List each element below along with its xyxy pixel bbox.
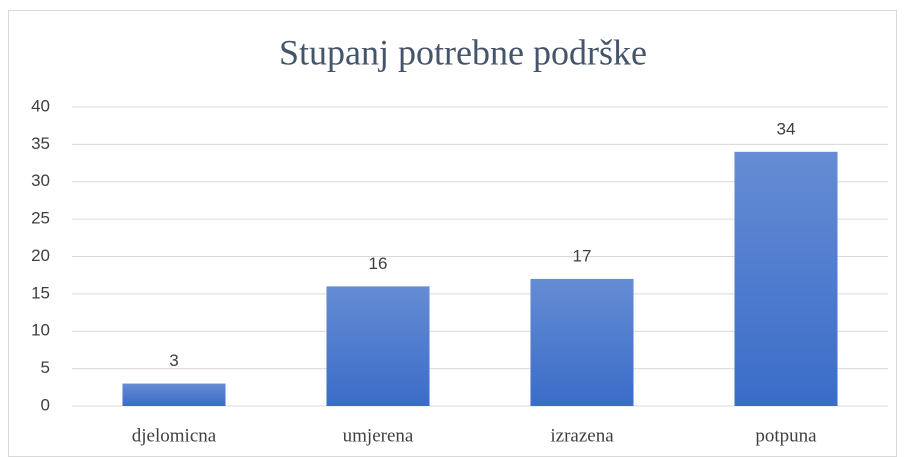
marks: djelomicna 3 umjerena 16 izrazena 17 potpuna 34 — [122, 119, 838, 446]
x-tick-label: izrazena — [550, 425, 614, 446]
bar-shine — [326, 286, 430, 406]
bar-shine — [734, 151, 838, 406]
bar-shine — [530, 278, 634, 406]
x-tick-label: umjerena — [343, 425, 414, 446]
y-tick-label: 35 — [31, 134, 50, 153]
y-tick-label: 30 — [31, 171, 50, 190]
data-label: 3 — [169, 351, 178, 370]
data-label: 17 — [573, 246, 592, 265]
chart-title: Stupanj potrebne podrške — [279, 32, 647, 72]
y-tick-label: 15 — [31, 283, 50, 302]
y-tick-label: 5 — [41, 358, 50, 377]
bar-shine — [122, 383, 226, 406]
y-tick-label: 40 — [31, 96, 50, 115]
y-tick-label: 0 — [41, 395, 50, 414]
y-tick-label: 20 — [31, 246, 50, 265]
data-label: 34 — [777, 119, 796, 138]
x-tick-label: djelomicna — [132, 425, 217, 446]
data-label: 16 — [369, 254, 388, 273]
y-tick-label: 10 — [31, 321, 50, 340]
x-tick-label: potpuna — [755, 425, 817, 446]
y-tick-label: 25 — [31, 209, 50, 228]
